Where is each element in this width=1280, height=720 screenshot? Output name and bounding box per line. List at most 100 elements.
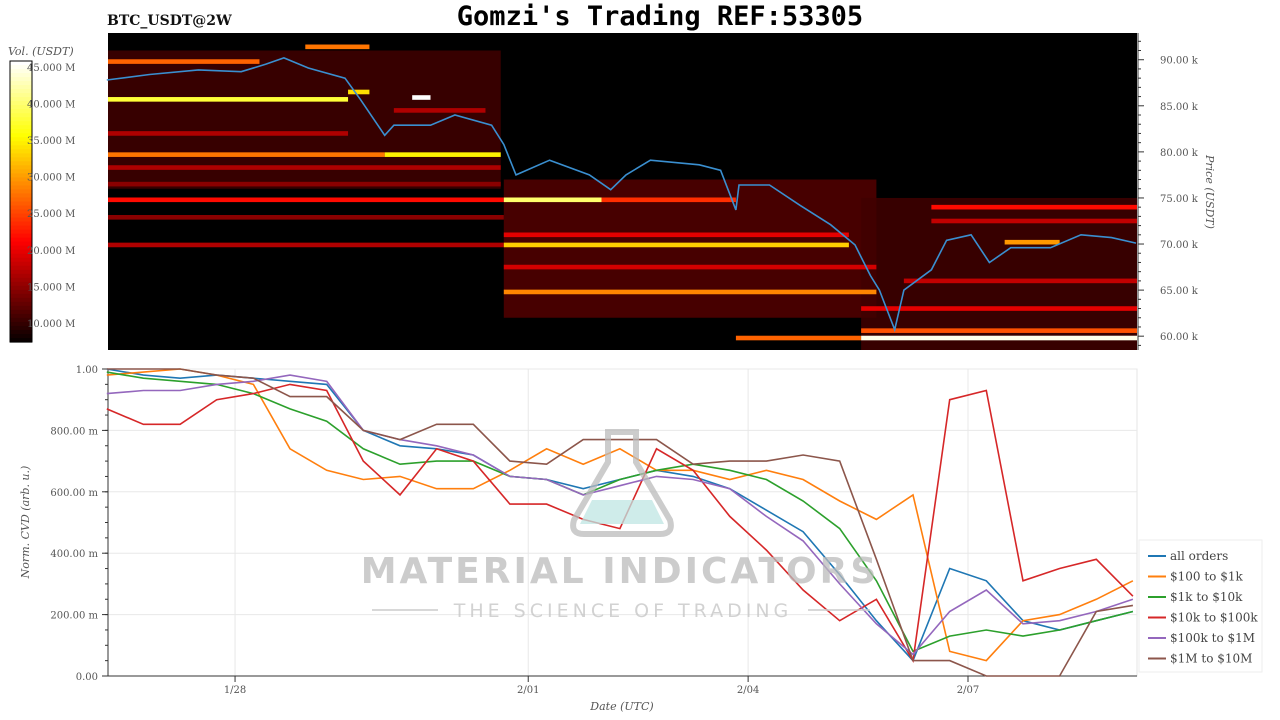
liquidity-band [108,165,501,170]
colorbar-segment [10,165,32,170]
colorbar-segment [10,317,32,323]
colorbar-segment [10,269,32,275]
liquidity-band [108,97,349,102]
colorbar-segment [10,77,32,82]
flask-icon [570,429,674,537]
colorbar-segment [10,133,32,138]
colorbar-segment [10,181,32,187]
series-line-1 [106,368,1134,662]
colorbar-segment [10,177,32,183]
liquidity-region [503,179,877,318]
price-tick-label: 60.00 k [1160,332,1199,343]
colorbar-segment [10,293,32,299]
liquidity-band [108,152,385,157]
liquidity-band [503,289,877,295]
liquidity-band [384,152,501,157]
legend-box [1138,539,1263,673]
x-tick-label: 2/04 [737,685,759,696]
colorbar-segment [10,245,32,251]
colorbar-segment [10,237,32,243]
colorbar-segment [10,189,32,195]
liquidity-band [108,131,349,136]
liquidity-band [861,306,1137,311]
colorbar-segment [10,129,32,134]
price-tick-label: 65.00 k [1160,286,1199,297]
price-tick-label: 90.00 k [1160,56,1199,67]
y-tick-label: 200.00 m [50,611,98,622]
liquidity-band [108,214,504,220]
colorbar-segment [10,81,32,86]
colorbar-segment [10,73,32,78]
liquidity-band [503,232,849,238]
legend-entry: $10k to $100k [1170,611,1258,625]
liquidity-band [735,335,862,341]
x-tick-label: 1/28 [224,685,246,696]
colorbar-segment [10,329,32,335]
colorbar-segment [10,69,32,74]
liquidity-band [108,181,501,187]
colorbar-segment [10,105,32,110]
liquidity-band [903,278,1137,284]
colorbar-segment [10,305,32,311]
colorbar-tick-label: 10.000 M [27,319,75,330]
liquidity-band [393,108,486,113]
colorbar-segment [10,141,32,146]
colorbar-segment [10,157,32,162]
liquidity-band [503,242,849,248]
colorbar-segment [10,273,32,279]
colorbar-segment [10,145,32,150]
colorbar-segment [10,257,32,263]
y-tick-label: 800.00 m [50,426,98,437]
colorbar-segment [10,193,32,199]
colorbar-segment [10,149,32,154]
liquidity-band [305,44,370,50]
colorbar-segment [10,249,32,255]
colorbar-frame [9,60,33,343]
colorbar-segment [10,201,32,207]
colorbar-tick-label: 30.000 M [27,173,75,184]
liquidity-band [108,197,504,203]
y-tick-label: 400.00 m [50,549,98,560]
colorbar-segment [10,233,32,239]
colorbar-segment [10,337,32,343]
colorbar-segment [10,121,32,126]
colorbar-segment [10,109,32,114]
colorbar-segment [10,285,32,291]
legend: all orders $100 to $1k $1k to $10k $10k to … [1138,539,1263,673]
colorbar-tick-label: 25.000 M [27,209,75,220]
watermark-logo: MATERIAL INDICATORS THE SCIENCE OF TRADI… [361,429,880,622]
price-tick-label: 80.00 k [1160,148,1199,159]
colorbar-segment [10,137,32,142]
liquidity-band [348,89,370,95]
liquidity-band [503,197,602,203]
colorbar-segment [10,301,32,307]
liquidity-band [108,242,504,248]
watermark-brand: MATERIAL INDICATORS [361,551,880,592]
price-tick-label: 85.00 k [1160,102,1199,113]
colorbar-segment [10,93,32,98]
x-tick-label: 2/01 [517,685,539,696]
cvd-panel: 0.00 200.00 m 400.00 m 600.00 m 800.00 m 1.00… [50,365,1138,696]
series-line-5 [106,368,1134,677]
colorbar-segment [10,229,32,235]
colorbar-segment [10,185,32,191]
colorbar-segment [10,173,32,179]
colorbar-segment [10,217,32,223]
colorbar-segment [10,169,32,174]
colorbar-segment [10,117,32,122]
colorbar-segment [10,65,32,70]
colorbar-segment [10,125,32,130]
colorbar-segment [10,221,32,227]
legend-entry: $100 to $1k [1170,570,1243,584]
colorbar-tick-label: 15.000 M [27,282,75,293]
colorbar-segment [10,333,32,339]
colorbar-segment [10,309,32,315]
colorbar-tick-label: 45.000 M [27,63,75,74]
price-tick-label: 70.00 k [1160,240,1199,251]
legend-entry: $100k to $1M [1170,631,1255,645]
colorbar-segment [10,101,32,106]
colorbar-segment [10,61,32,66]
liquidity-band [108,59,260,64]
colorbar-segment [10,197,32,203]
